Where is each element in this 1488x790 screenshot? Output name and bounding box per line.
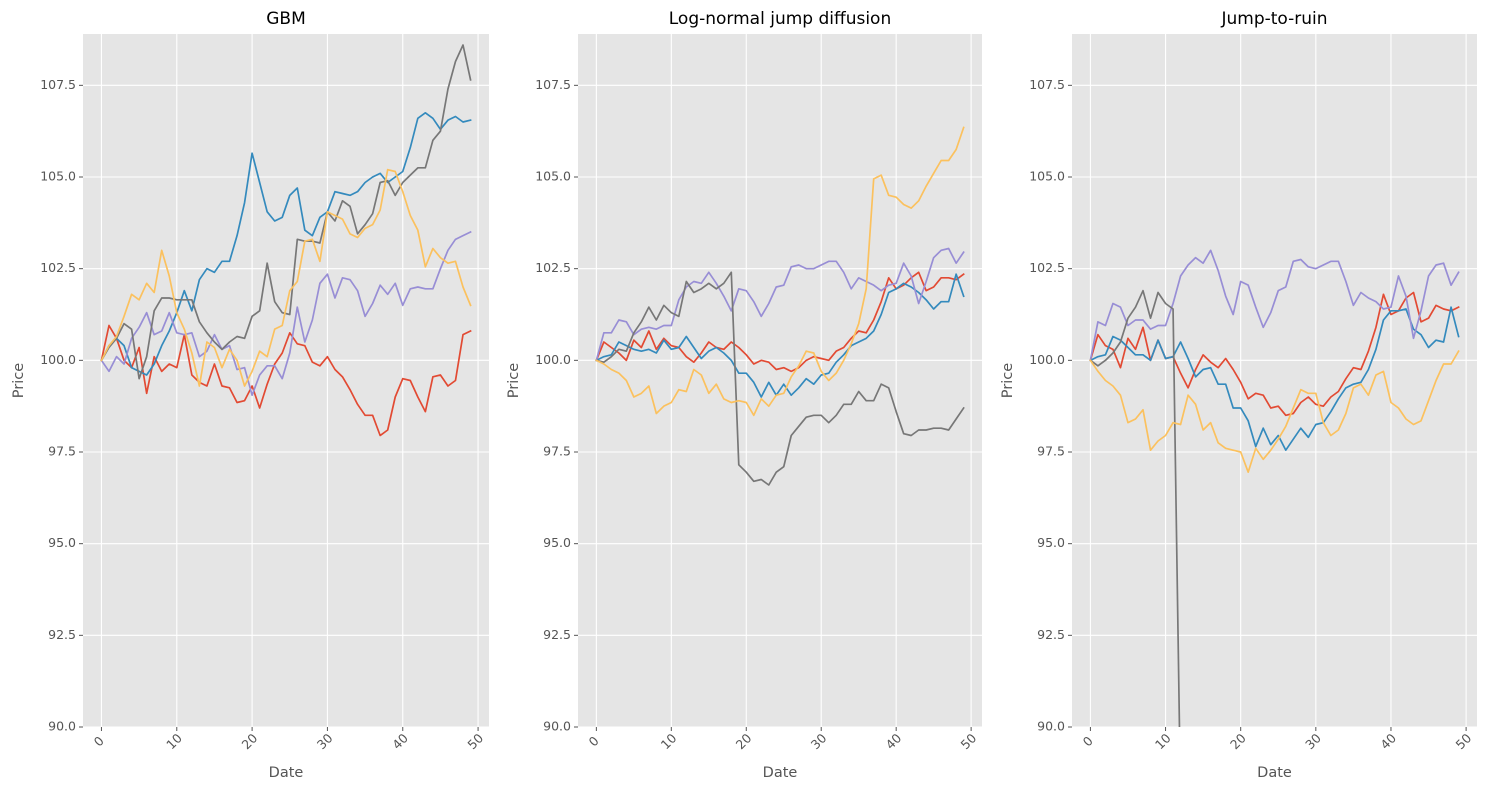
x-tick-label: 10 (1152, 730, 1174, 752)
chart-panel-jump-to-ruin: 0 10 20 30 40 50 90.0 92.5 95.0 97.5 100.0 102.5 105… (1000, 9, 1477, 781)
y-tick-label: 97.5 (543, 444, 571, 459)
plot-area (1072, 34, 1477, 727)
y-tick-label: 90.0 (543, 719, 571, 734)
y-tick-label: 95.0 (1037, 535, 1065, 550)
x-tick-label: 10 (163, 730, 185, 752)
y-tick-label: 90.0 (48, 719, 76, 734)
x-tick-label: 0 (586, 733, 602, 749)
y-tick-label: 105.0 (1029, 169, 1065, 184)
y-axis-label: Price (1000, 363, 1016, 398)
y-tick-label: 92.5 (1037, 627, 1065, 642)
series-line-5 (595, 126, 965, 417)
y-tick-label: 95.0 (543, 535, 571, 550)
y-tick-label: 102.5 (535, 260, 571, 275)
x-tick-label: 40 (883, 730, 905, 752)
chart-title: Log-normal jump diffusion (669, 9, 891, 29)
x-tick-label: 40 (389, 730, 411, 752)
y-tick-label: 107.5 (1029, 77, 1065, 92)
plot-area (578, 34, 982, 727)
series-group (1089, 249, 1460, 727)
x-tick-label: 0 (91, 733, 107, 749)
series-line-4 (595, 271, 965, 486)
series-line-5 (100, 168, 472, 387)
series-line-1 (595, 271, 965, 373)
chart-panel-gbm: 0 10 20 30 40 50 90.0 92.5 95.0 97.5 100.0 102.5 105… (11, 9, 489, 781)
x-tick-label: 40 (1377, 730, 1399, 752)
y-tick-label: 100.0 (535, 352, 571, 367)
y-tick-label: 100.0 (40, 352, 76, 367)
series-group (100, 44, 472, 437)
y-tick-label: 105.0 (40, 169, 76, 184)
x-tick-label: 30 (1302, 730, 1324, 752)
x-tick-label: 30 (808, 730, 830, 752)
y-tick-label: 100.0 (1029, 352, 1065, 367)
series-line-3 (595, 247, 965, 362)
y-tick-label: 105.0 (535, 169, 571, 184)
x-tick-label: 10 (658, 730, 680, 752)
series-line-2 (595, 273, 965, 398)
y-tick-label: 107.5 (535, 77, 571, 92)
series-line-2 (1089, 306, 1460, 452)
x-axis-label: Date (269, 765, 304, 781)
series-group (595, 126, 965, 486)
chart-title: Jump-to-ruin (1220, 9, 1327, 29)
x-tick-label: 20 (238, 730, 260, 752)
y-tick-label: 92.5 (48, 627, 76, 642)
series-line-2 (100, 111, 472, 376)
series-line-1 (100, 324, 472, 437)
y-tick-label: 95.0 (48, 535, 76, 550)
grid (83, 34, 489, 728)
y-tick-label: 97.5 (1037, 444, 1065, 459)
plot-area (83, 34, 489, 727)
chart-panel-log-normal-jump-diffusion: 0 10 20 30 40 50 90.0 92.5 95.0 97.5 100.0 102.5 105… (506, 9, 982, 781)
y-tick-label: 92.5 (543, 627, 571, 642)
x-tick-label: 50 (1452, 730, 1474, 752)
y-tick-label: 102.5 (40, 260, 76, 275)
x-axis-label: Date (763, 765, 798, 781)
series-line-4 (1089, 289, 1181, 727)
series-line-3 (100, 230, 472, 397)
x-tick-label: 0 (1080, 733, 1096, 749)
y-tick-label: 90.0 (1037, 719, 1065, 734)
series-line-4 (100, 44, 472, 380)
x-tick-label: 20 (733, 730, 755, 752)
y-tick-label: 97.5 (48, 444, 76, 459)
y-axis-label: Price (506, 363, 522, 398)
x-tick-label: 50 (957, 730, 979, 752)
chart-title: GBM (266, 9, 306, 29)
y-tick-label: 102.5 (1029, 260, 1065, 275)
grid (578, 34, 982, 728)
series-line-5 (1089, 350, 1460, 474)
x-tick-label: 30 (314, 730, 336, 752)
x-tick-label: 20 (1227, 730, 1249, 752)
x-tick-label: 50 (464, 730, 486, 752)
y-axis-label: Price (11, 363, 27, 398)
series-line-3 (1089, 249, 1460, 362)
grid (1072, 34, 1477, 728)
x-axis-label: Date (1257, 765, 1292, 781)
y-tick-label: 107.5 (40, 77, 76, 92)
